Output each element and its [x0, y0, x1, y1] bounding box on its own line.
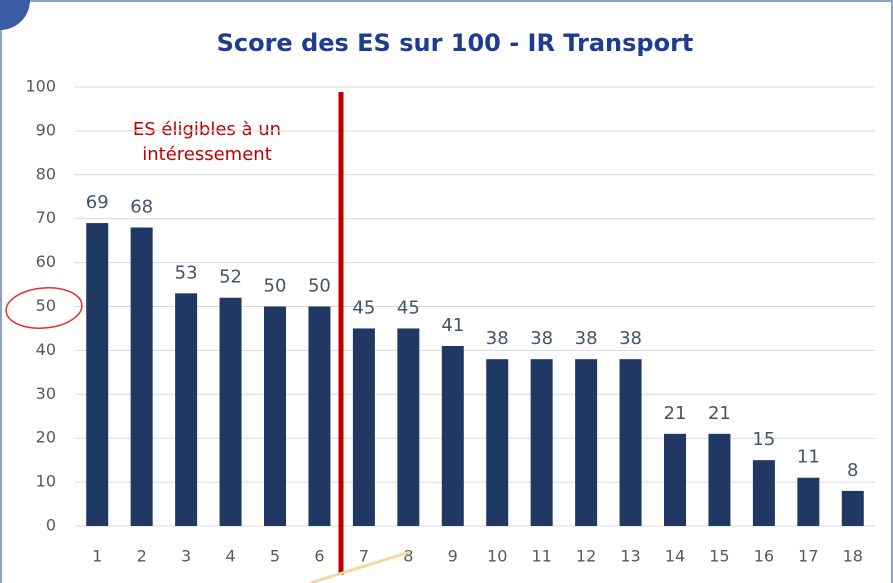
data-label: 15 — [752, 429, 775, 450]
y-tick-label: 70 — [36, 208, 56, 227]
bar — [352, 328, 375, 526]
decoration — [309, 550, 411, 583]
data-label: 68 — [130, 196, 153, 217]
y-tick-label: 10 — [36, 472, 56, 491]
x-tick-label: 6 — [314, 547, 324, 566]
data-label: 38 — [530, 328, 553, 349]
x-tick-label: 4 — [225, 547, 235, 566]
x-tick-label: 16 — [754, 547, 774, 566]
bar — [530, 359, 553, 526]
bar — [619, 359, 642, 526]
data-label: 45 — [352, 297, 375, 318]
bar — [219, 297, 242, 526]
y-tick-label: 0 — [46, 516, 56, 535]
x-tick-label: 5 — [270, 547, 280, 566]
corner-decoration — [0, 0, 30, 30]
x-tick-label: 15 — [709, 547, 729, 566]
bar — [575, 359, 598, 526]
data-label: 41 — [441, 315, 464, 336]
y-tick-label: 80 — [36, 164, 56, 183]
data-label: 53 — [175, 262, 198, 283]
x-tick-label: 9 — [448, 547, 458, 566]
data-label: 21 — [664, 403, 687, 424]
y-tick-label: 60 — [36, 252, 56, 271]
x-tick-label: 10 — [487, 547, 507, 566]
plot: 0102030405060708090100169268353452550650… — [25, 77, 875, 566]
bar — [264, 306, 286, 526]
y-tick-label: 100 — [25, 77, 56, 96]
x-tick-label: 11 — [531, 547, 551, 566]
data-label: 50 — [264, 276, 287, 297]
x-tick-label: 1 — [92, 547, 102, 566]
x-tick-label: 14 — [665, 547, 685, 566]
data-label: 50 — [308, 276, 331, 297]
y-tick-label: 30 — [36, 384, 56, 403]
bar — [752, 460, 775, 526]
annotation: intéressement — [142, 144, 272, 165]
highlight-circle — [5, 287, 83, 329]
bar — [708, 433, 731, 526]
bar — [175, 293, 198, 526]
data-label: 11 — [797, 447, 820, 468]
data-label: 21 — [708, 403, 731, 424]
bar — [797, 477, 820, 526]
x-tick-label: 8 — [403, 547, 413, 566]
y-tick-label: 50 — [36, 296, 56, 315]
bar — [664, 433, 686, 526]
x-tick-label: 18 — [843, 547, 863, 566]
data-label: 52 — [219, 267, 242, 288]
data-label: 38 — [486, 328, 509, 349]
annotation: ES éligibles à un — [133, 119, 281, 140]
x-tick-label: 3 — [181, 547, 191, 566]
x-tick-label: 17 — [798, 547, 818, 566]
x-tick-label: 12 — [576, 547, 596, 566]
x-tick-label: 13 — [620, 547, 640, 566]
data-label: 8 — [847, 460, 858, 481]
bar — [308, 306, 331, 526]
bar — [130, 227, 153, 527]
y-tick-label: 40 — [36, 340, 56, 359]
bar — [441, 346, 464, 526]
y-tick-label: 20 — [36, 428, 56, 447]
bar — [86, 223, 109, 526]
data-label: 45 — [397, 297, 420, 318]
bar — [841, 490, 864, 526]
chart-title: Score des ES sur 100 - IR Transport — [217, 29, 694, 57]
bar — [486, 359, 509, 526]
x-tick-label: 2 — [137, 547, 147, 566]
y-tick-label: 90 — [36, 120, 56, 139]
data-label: 38 — [619, 328, 642, 349]
data-label: 69 — [86, 192, 109, 213]
x-tick-label: 7 — [359, 547, 369, 566]
data-label: 38 — [575, 328, 598, 349]
bar — [397, 328, 420, 526]
